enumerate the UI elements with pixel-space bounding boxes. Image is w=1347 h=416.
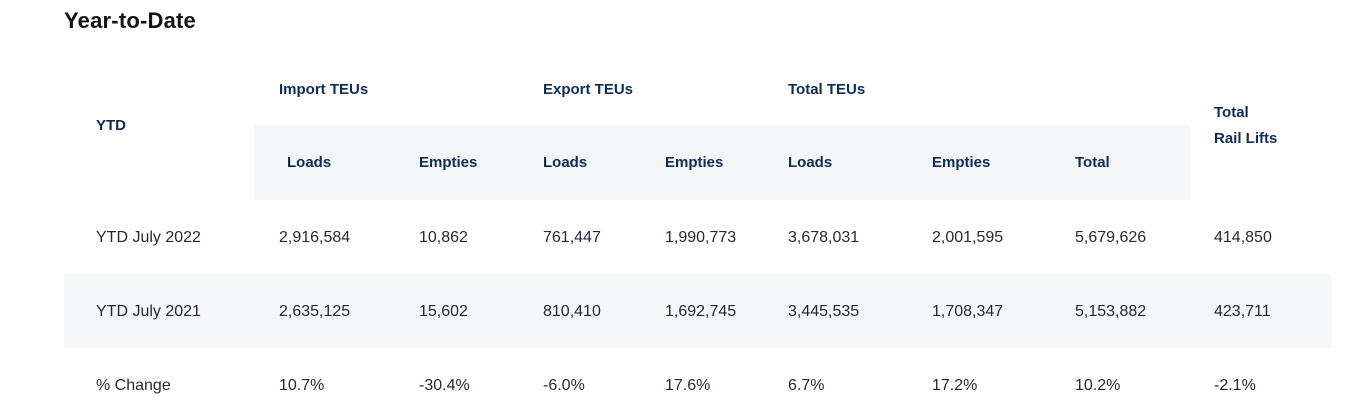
header-total-total: Total bbox=[1075, 154, 1110, 171]
cell-import-empties: 15,602 bbox=[419, 303, 468, 320]
cell-export-loads: 810,410 bbox=[543, 303, 601, 320]
cell-rail-lifts: 414,850 bbox=[1214, 229, 1272, 246]
cell-import-loads: 10.7% bbox=[279, 377, 325, 394]
cell-rail-lifts: 423,711 bbox=[1214, 303, 1271, 320]
row-label: YTD July 2022 bbox=[96, 229, 201, 246]
cell-total-empties: 1,708,347 bbox=[932, 303, 1004, 320]
cell-total-empties: 2,001,595 bbox=[932, 229, 1004, 246]
cell-rail-lifts: -2.1% bbox=[1214, 377, 1256, 394]
cell-import-loads: 2,916,584 bbox=[279, 229, 351, 246]
header-ytd: YTD bbox=[96, 117, 126, 134]
row-label: YTD July 2021 bbox=[96, 303, 201, 320]
cell-import-empties: 10,862 bbox=[419, 229, 468, 246]
header-total-empties: Empties bbox=[932, 154, 991, 171]
header-total-rail-lifts-line2: Rail Lifts bbox=[1214, 130, 1278, 147]
cell-total: 5,153,882 bbox=[1075, 303, 1147, 320]
row-label: % Change bbox=[96, 377, 171, 394]
cell-total: 5,679,626 bbox=[1075, 229, 1147, 246]
cell-export-empties: 1,990,773 bbox=[665, 229, 737, 246]
header-total-loads: Loads bbox=[788, 154, 833, 171]
page-title: Year-to-Date bbox=[64, 8, 196, 33]
cell-export-loads: 761,447 bbox=[543, 229, 601, 246]
header-total-teus: Total TEUs bbox=[788, 81, 866, 98]
header-export-loads: Loads bbox=[543, 154, 588, 171]
striped-row-background bbox=[64, 274, 1331, 348]
header-import-loads: Loads bbox=[287, 154, 332, 171]
header-export-teus: Export TEUs bbox=[543, 81, 634, 98]
header-export-empties: Empties bbox=[665, 154, 724, 171]
cell-import-empties: -30.4% bbox=[419, 377, 470, 394]
cell-export-empties: 1,692,745 bbox=[665, 303, 737, 320]
cell-total-loads: 3,445,535 bbox=[788, 303, 860, 320]
cell-import-loads: 2,635,125 bbox=[279, 303, 351, 320]
cell-total: 10.2% bbox=[1075, 377, 1121, 394]
header-import-empties: Empties bbox=[419, 154, 478, 171]
cell-export-empties: 17.6% bbox=[665, 377, 711, 394]
cell-export-loads: -6.0% bbox=[543, 377, 585, 394]
header-import-teus: Import TEUs bbox=[279, 81, 369, 98]
cell-total-loads: 3,678,031 bbox=[788, 229, 860, 246]
header-total-rail-lifts-line1: Total bbox=[1214, 104, 1249, 121]
subheader-background bbox=[254, 126, 1190, 200]
cell-total-empties: 17.2% bbox=[932, 377, 978, 394]
cell-total-loads: 6.7% bbox=[788, 377, 825, 394]
